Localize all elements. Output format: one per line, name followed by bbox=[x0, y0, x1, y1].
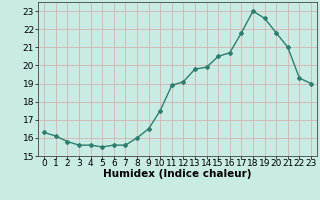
X-axis label: Humidex (Indice chaleur): Humidex (Indice chaleur) bbox=[103, 169, 252, 179]
